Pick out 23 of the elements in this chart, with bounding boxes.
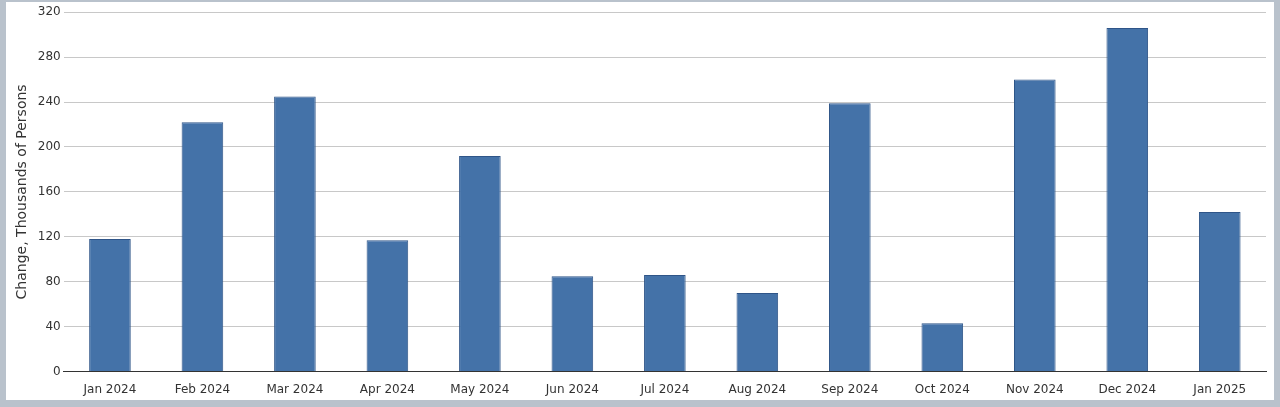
- x-tick-label: May 2024: [450, 381, 510, 396]
- x-tick-label: Feb 2024: [174, 381, 231, 396]
- y-tick-label: 40: [45, 318, 61, 333]
- y-tick-label: 160: [37, 184, 61, 199]
- y-tick-label: 200: [37, 139, 61, 154]
- y-tick-label: 0: [53, 363, 61, 378]
- y-tick-label: 120: [37, 228, 61, 243]
- x-tick-label: Aug 2024: [728, 381, 787, 396]
- x-tick-label: Mar 2024: [266, 381, 324, 396]
- x-tick-label: Jul 2024: [639, 381, 690, 396]
- x-tick-label: Jan 2025: [1192, 381, 1247, 396]
- y-tick-label: 240: [37, 94, 61, 109]
- y-axis-title: Change, Thousands of Persons: [13, 84, 30, 300]
- x-tick-label: Apr 2024: [359, 381, 415, 396]
- x-tick-label: Oct 2024: [914, 381, 970, 396]
- y-tick-label: 280: [37, 49, 61, 64]
- x-tick-label: Nov 2024: [1005, 381, 1064, 396]
- x-tick-label: Jun 2024: [544, 381, 599, 396]
- x-tick-label: Jan 2024: [82, 381, 137, 396]
- y-tick-label: 80: [45, 273, 61, 288]
- x-tick-label: Dec 2024: [1098, 381, 1157, 396]
- x-tick-label: Sep 2024: [821, 381, 879, 396]
- y-tick-label: 320: [37, 4, 61, 19]
